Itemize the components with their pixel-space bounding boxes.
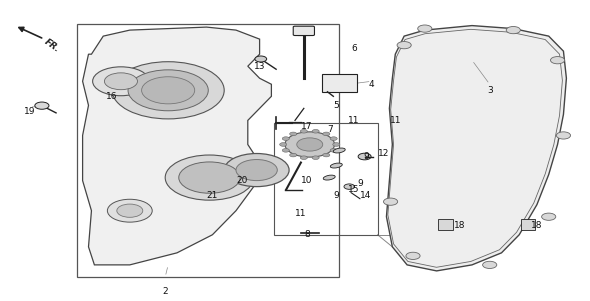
Circle shape <box>556 132 571 139</box>
Circle shape <box>128 70 208 111</box>
Circle shape <box>282 149 289 152</box>
Text: 9: 9 <box>333 191 339 200</box>
Circle shape <box>542 213 556 220</box>
Circle shape <box>312 129 319 133</box>
Text: 9: 9 <box>363 152 369 161</box>
Circle shape <box>93 67 149 96</box>
Text: 11: 11 <box>389 116 401 125</box>
Circle shape <box>483 261 497 268</box>
Circle shape <box>117 204 143 217</box>
Circle shape <box>506 26 520 34</box>
Circle shape <box>330 137 337 140</box>
Text: 5: 5 <box>333 101 339 110</box>
Text: 7: 7 <box>327 125 333 134</box>
Circle shape <box>282 137 289 140</box>
Circle shape <box>285 132 335 157</box>
Circle shape <box>165 155 254 200</box>
Circle shape <box>179 162 240 193</box>
Circle shape <box>550 57 565 64</box>
Text: 12: 12 <box>378 149 389 158</box>
Circle shape <box>358 153 371 160</box>
Ellipse shape <box>333 148 345 153</box>
Circle shape <box>104 73 137 90</box>
Circle shape <box>290 153 297 157</box>
Circle shape <box>323 132 330 136</box>
Text: 15: 15 <box>348 185 360 194</box>
Text: 9: 9 <box>357 179 363 188</box>
Text: 16: 16 <box>106 92 118 101</box>
Circle shape <box>384 198 398 205</box>
Text: 18: 18 <box>454 221 466 230</box>
Circle shape <box>397 42 411 49</box>
Circle shape <box>236 160 277 181</box>
Circle shape <box>418 25 432 32</box>
Text: 3: 3 <box>487 86 493 95</box>
Bar <box>77 24 339 277</box>
Circle shape <box>280 143 287 146</box>
Bar <box>438 219 453 230</box>
Text: 4: 4 <box>369 80 375 89</box>
Ellipse shape <box>323 175 335 180</box>
Circle shape <box>255 56 267 62</box>
Circle shape <box>333 143 340 146</box>
Text: 19: 19 <box>24 107 35 116</box>
Text: 11: 11 <box>295 209 307 218</box>
FancyBboxPatch shape <box>293 26 314 36</box>
Polygon shape <box>83 27 271 265</box>
Text: 10: 10 <box>301 176 313 185</box>
Text: 14: 14 <box>360 191 372 200</box>
Bar <box>274 123 378 235</box>
Circle shape <box>224 154 289 187</box>
Text: 18: 18 <box>531 221 543 230</box>
Text: 21: 21 <box>206 191 218 200</box>
Circle shape <box>112 62 224 119</box>
Text: 2: 2 <box>162 287 168 296</box>
Text: FR.: FR. <box>42 38 61 54</box>
Ellipse shape <box>330 163 342 168</box>
Text: 13: 13 <box>254 62 266 71</box>
Polygon shape <box>386 26 566 271</box>
Circle shape <box>107 199 152 222</box>
Circle shape <box>344 184 355 189</box>
Circle shape <box>300 129 307 133</box>
Text: 6: 6 <box>351 44 357 53</box>
Text: 20: 20 <box>236 176 248 185</box>
Bar <box>322 74 357 92</box>
Circle shape <box>142 77 195 104</box>
Circle shape <box>290 132 297 136</box>
Circle shape <box>330 149 337 152</box>
Bar <box>521 219 535 230</box>
Text: 17: 17 <box>301 122 313 131</box>
Text: 8: 8 <box>304 230 310 239</box>
Circle shape <box>35 102 49 109</box>
Circle shape <box>323 153 330 157</box>
Text: 11: 11 <box>348 116 360 125</box>
Circle shape <box>297 138 323 151</box>
Circle shape <box>406 252 420 259</box>
Circle shape <box>300 156 307 160</box>
Circle shape <box>312 156 319 160</box>
